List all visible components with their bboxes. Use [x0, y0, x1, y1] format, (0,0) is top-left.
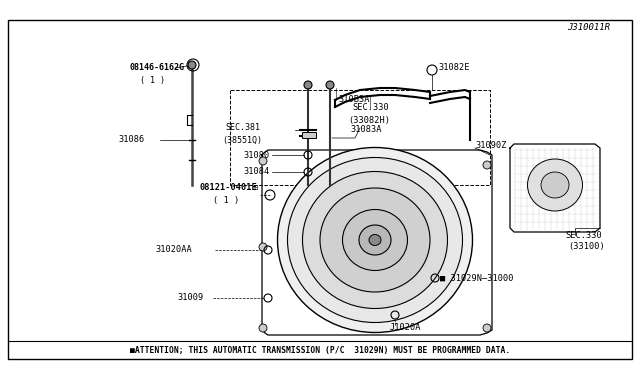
Ellipse shape	[359, 225, 391, 255]
Text: ■ 31029N—31000: ■ 31029N—31000	[440, 273, 513, 282]
Ellipse shape	[287, 157, 463, 323]
Text: ( 1 ): ( 1 )	[140, 76, 165, 84]
Text: 08121-0401E: 08121-0401E	[200, 183, 258, 192]
Text: 31083A: 31083A	[350, 125, 381, 135]
Text: ( 1 ): ( 1 )	[213, 196, 239, 205]
Ellipse shape	[320, 188, 430, 292]
Text: B: B	[253, 185, 259, 191]
Text: 31009: 31009	[177, 294, 204, 302]
Circle shape	[326, 81, 334, 89]
Text: SEC.330: SEC.330	[352, 103, 388, 112]
Text: (33100): (33100)	[568, 243, 605, 251]
Circle shape	[259, 157, 267, 165]
Text: B: B	[191, 62, 195, 67]
Text: J310011R: J310011R	[567, 23, 610, 32]
Ellipse shape	[369, 234, 381, 246]
Text: 31020AA: 31020AA	[155, 246, 192, 254]
Text: SEC.330: SEC.330	[565, 231, 602, 240]
Circle shape	[259, 324, 267, 332]
Circle shape	[483, 324, 491, 332]
Ellipse shape	[541, 172, 569, 198]
Ellipse shape	[303, 171, 447, 308]
Text: J1020A: J1020A	[390, 323, 422, 331]
Text: 31090Z: 31090Z	[475, 141, 506, 150]
Text: (38551Q): (38551Q)	[222, 135, 262, 144]
Text: 08146-6162G: 08146-6162G	[130, 64, 185, 73]
Ellipse shape	[527, 159, 582, 211]
Text: SEC.381: SEC.381	[225, 124, 260, 132]
Bar	[302, 132, 316, 138]
Text: 310B3A: 310B3A	[338, 96, 369, 105]
Circle shape	[188, 61, 196, 69]
Text: 31084: 31084	[244, 167, 270, 176]
Text: 31082E: 31082E	[438, 64, 470, 73]
Text: (33082H): (33082H)	[348, 115, 390, 125]
Circle shape	[304, 81, 312, 89]
Circle shape	[259, 243, 267, 251]
Ellipse shape	[278, 148, 472, 333]
Ellipse shape	[342, 209, 408, 270]
Text: ■ATTENTION; THIS AUTOMATIC TRANSMISSION (P/C  31029N) MUST BE PROGRAMMED DATA.: ■ATTENTION; THIS AUTOMATIC TRANSMISSION …	[130, 346, 510, 355]
Text: 31086: 31086	[118, 135, 144, 144]
Text: 31080: 31080	[244, 151, 270, 160]
Circle shape	[483, 161, 491, 169]
